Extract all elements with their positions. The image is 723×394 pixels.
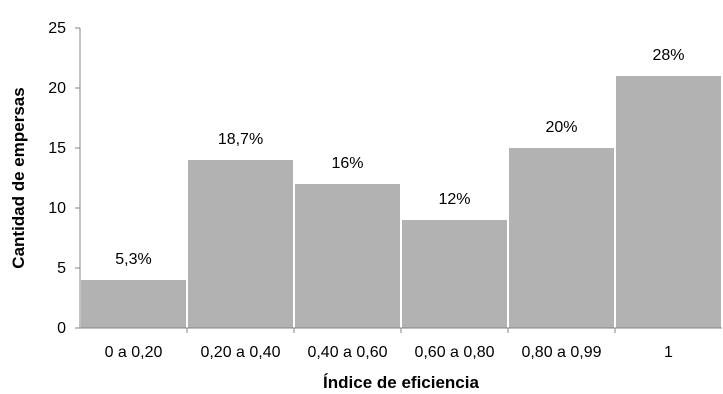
bar: [402, 220, 507, 328]
data-label: 16%: [331, 155, 363, 172]
bar: [295, 184, 400, 328]
y-tick-label: 25: [48, 20, 66, 37]
x-tick-label: 0,80 a 0,99: [521, 344, 601, 361]
bar: [81, 280, 186, 328]
data-labels: 5,3% 18,7% 16% 12% 20% 28%: [115, 47, 684, 268]
x-tick-label: 0,60 a 0,80: [414, 344, 494, 361]
data-label: 5,3%: [115, 251, 151, 268]
x-tick-label: 0 a 0,20: [105, 344, 163, 361]
x-axis-ticks: 0 a 0,20 0,20 a 0,40 0,40 a 0,60 0,60 a 0,8…: [105, 328, 673, 361]
y-axis-title: Cantidad de empersas: [9, 87, 28, 268]
data-label: 12%: [438, 191, 470, 208]
bars: [81, 76, 721, 328]
data-label: 28%: [652, 47, 684, 64]
bar: [188, 160, 293, 328]
y-tick-label: 0: [57, 320, 66, 337]
x-tick-label: 1: [664, 344, 673, 361]
y-tick-label: 10: [48, 200, 66, 217]
y-tick-label: 20: [48, 80, 66, 97]
y-tick-label: 15: [48, 140, 66, 157]
x-tick-label: 0,20 a 0,40: [200, 344, 280, 361]
data-label: 18,7%: [218, 131, 263, 148]
bar: [616, 76, 721, 328]
bar: [509, 148, 614, 328]
x-tick-label: 0,40 a 0,60: [307, 344, 387, 361]
x-axis-title: Índice de eficiencia: [323, 373, 479, 392]
y-axis-ticks: 0 5 10 15 20 25: [48, 20, 80, 337]
y-tick-label: 5: [57, 260, 66, 277]
data-label: 20%: [545, 119, 577, 136]
